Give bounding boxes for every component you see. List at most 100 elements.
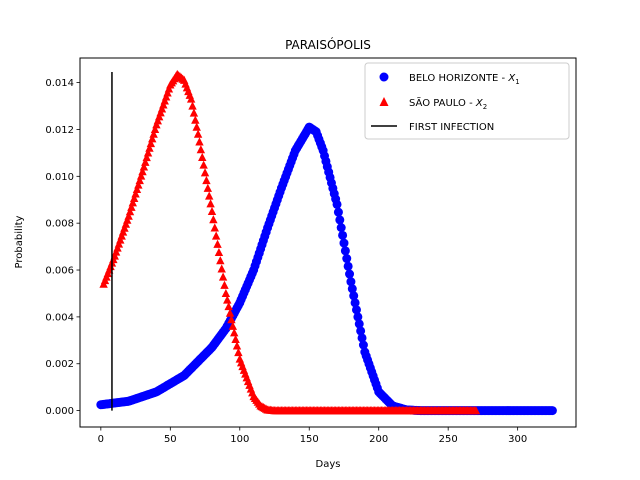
data-point <box>136 171 146 180</box>
data-point <box>345 269 355 279</box>
data-point <box>195 137 204 146</box>
x-tick-label: 250 <box>439 434 458 445</box>
data-point <box>148 134 157 143</box>
y-tick-label: 0.008 <box>45 219 74 230</box>
legend-label-sao-paulo: SÃO PAULO - X2 <box>409 96 487 111</box>
data-point <box>193 129 203 138</box>
data-point <box>547 406 557 416</box>
data-point <box>150 124 160 134</box>
data-point <box>139 162 149 171</box>
x-tick-label: 200 <box>369 434 388 445</box>
legend-marker-sao-paulo <box>379 97 389 106</box>
data-point <box>471 406 481 415</box>
data-point <box>125 207 135 216</box>
legend-label-belo-horizonte-sub: 1 <box>515 78 519 86</box>
data-point <box>220 280 229 289</box>
data-point <box>357 333 367 343</box>
data-point <box>192 122 201 131</box>
x-tick-label: 300 <box>508 434 527 445</box>
data-point <box>200 168 210 177</box>
y-axis-ticks: 0.000 0.002 0.004 0.006 0.008 0.010 0.012 0.014 <box>45 78 80 417</box>
data-point <box>131 189 140 198</box>
data-point <box>342 254 352 264</box>
data-point <box>129 193 139 202</box>
legend-label-belo-horizonte-main: BELO HORIZONTE - <box>409 73 508 84</box>
legend-label-first-infection: FIRST INFECTION <box>409 122 494 133</box>
data-point <box>127 202 136 211</box>
data-point <box>199 160 208 169</box>
data-point <box>225 308 235 317</box>
data-point <box>221 288 231 298</box>
data-point <box>143 148 153 157</box>
data-point <box>146 139 156 148</box>
data-point <box>347 284 357 294</box>
data-point <box>343 261 353 271</box>
chart-title: PARAISÓPOLIS <box>285 37 371 52</box>
y-tick-label: 0.014 <box>45 78 74 89</box>
data-point <box>186 94 196 103</box>
legend: BELO HORIZONTE - X1 SÃO PAULO - X2 FIRST… <box>364 62 570 140</box>
data-point <box>223 295 232 304</box>
data-point <box>350 298 360 308</box>
data-point <box>333 207 343 217</box>
x-tick-label: 150 <box>300 434 319 445</box>
y-tick-label: 0.010 <box>45 172 74 183</box>
data-point <box>205 191 214 200</box>
x-axis-ticks: 0 50 100 150 200 250 300 <box>98 427 527 445</box>
data-point <box>335 215 345 225</box>
y-tick-label: 0.002 <box>45 359 74 370</box>
data-point <box>138 167 147 176</box>
data-point <box>354 319 364 329</box>
data-point <box>188 101 197 110</box>
data-point <box>132 184 142 194</box>
data-point <box>224 302 233 311</box>
data-point <box>191 115 200 124</box>
data-point <box>210 223 219 232</box>
data-point <box>349 291 359 301</box>
data-point <box>214 247 224 257</box>
y-axis-label: Probability <box>14 215 25 268</box>
data-point <box>231 334 240 343</box>
data-point <box>189 108 199 117</box>
data-point <box>228 321 238 330</box>
data-point <box>196 145 206 154</box>
data-point <box>141 157 150 166</box>
data-point <box>340 246 350 256</box>
data-point <box>353 312 363 322</box>
y-tick-label: 0.006 <box>45 266 74 277</box>
legend-label-sao-paulo-sub: 2 <box>483 103 487 111</box>
data-point <box>213 239 222 248</box>
legend-label-sao-paulo-var: X <box>475 98 484 109</box>
y-tick-label: 0.004 <box>45 312 74 323</box>
data-point <box>135 176 144 185</box>
data-point <box>358 340 368 350</box>
data-point <box>218 272 228 281</box>
x-axis-label: Days <box>316 459 341 470</box>
data-point <box>198 152 207 161</box>
data-point <box>351 305 361 315</box>
data-point <box>356 326 366 336</box>
y-tick-label: 0.012 <box>45 125 74 136</box>
data-point <box>232 341 242 350</box>
data-point <box>202 176 211 185</box>
data-point <box>227 315 236 324</box>
legend-label-belo-horizonte-var: X <box>507 73 516 84</box>
x-tick-label: 100 <box>230 434 249 445</box>
data-point <box>336 223 346 233</box>
data-point <box>216 256 225 265</box>
axes-frame <box>79 57 577 428</box>
legend-marker-belo-horizonte <box>379 72 389 82</box>
data-point <box>203 183 213 192</box>
data-point <box>142 153 151 162</box>
data-point <box>134 180 143 189</box>
data-point <box>209 215 218 224</box>
plot-area <box>96 69 557 416</box>
data-point <box>332 199 342 209</box>
data-point <box>339 238 349 248</box>
legend-box <box>364 62 570 140</box>
data-point <box>230 328 239 337</box>
data-point <box>217 264 226 273</box>
data-point <box>211 231 221 240</box>
data-point <box>234 348 243 357</box>
